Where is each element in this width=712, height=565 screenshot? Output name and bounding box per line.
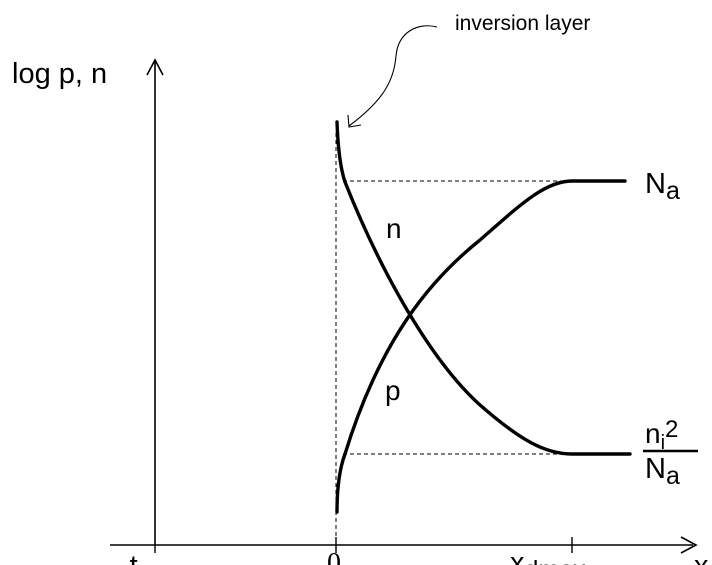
y-axis-label: log p, n [12, 58, 107, 90]
curve-p [335, 179, 627, 514]
x-axis-label: x [694, 550, 709, 565]
x-axis-arrowhead [680, 536, 698, 554]
tick-label-tox: -tox [120, 550, 165, 565]
ni2-numerator: ni2 [645, 416, 678, 454]
inversion-layer-pointer [348, 25, 438, 127]
tick-label-xdmax: xdmax [510, 547, 586, 565]
ni2-over-na-label: ni2 Na [643, 416, 698, 490]
curve-n [335, 120, 632, 456]
inversion-layer-label: inversion layer [455, 12, 590, 35]
inversion-layer-arrowhead [347, 114, 362, 128]
na-level-label: Na [645, 168, 680, 205]
y-axis-arrowhead [146, 58, 164, 76]
curve-n-label: n [386, 213, 402, 244]
tick-label-zero: 0 [327, 548, 341, 565]
na-denominator: Na [645, 453, 680, 490]
curve-p-label: p [385, 375, 401, 406]
